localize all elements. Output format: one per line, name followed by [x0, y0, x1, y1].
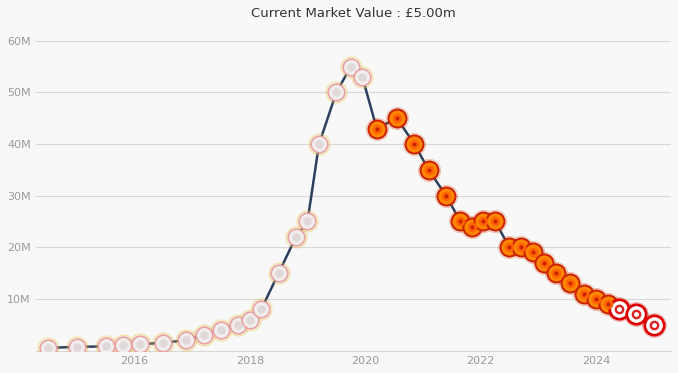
Title: Current Market Value : £5.00m: Current Market Value : £5.00m: [252, 7, 456, 20]
